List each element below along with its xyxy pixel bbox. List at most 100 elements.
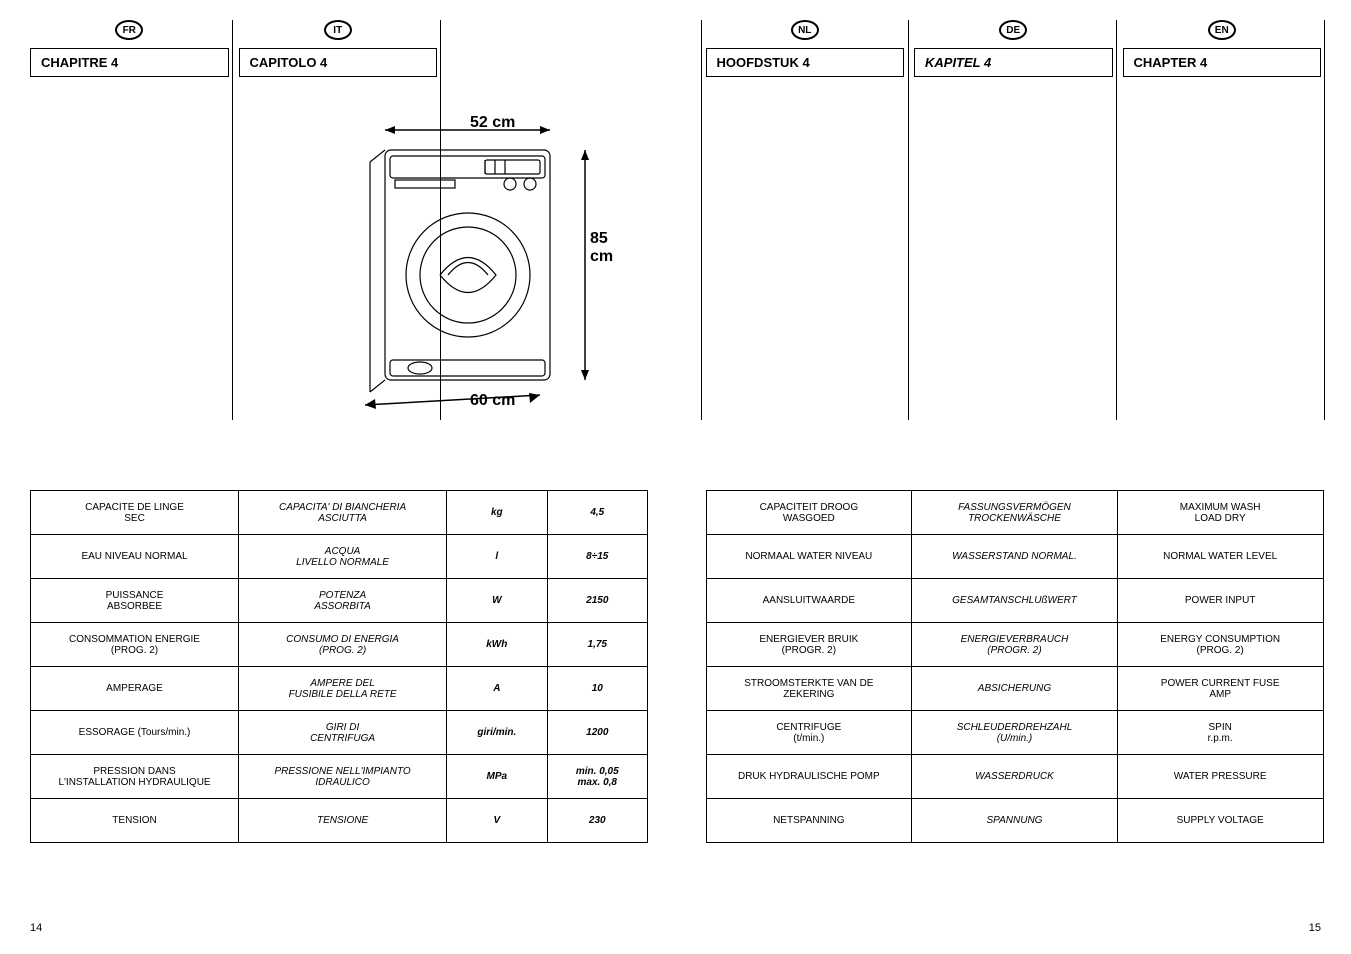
table-cell: ESSORAGE (Tours/min.) [31, 711, 239, 755]
lang-badge-de: DE [999, 20, 1027, 40]
lang-col-fr: FR CHAPITRE 4 [30, 20, 229, 80]
diagram-col [447, 20, 646, 80]
table-row: DRUK HYDRAULISCHE POMPWASSERDRUCKWATER P… [706, 755, 1323, 799]
table-cell: 8÷15 [547, 535, 647, 579]
chapter-box-nl: HOOFDSTUK 4 [706, 48, 905, 77]
table-cell: TENSIONE [239, 799, 447, 843]
table-cell: POWER CURRENT FUSEAMP [1117, 667, 1323, 711]
table-cell: SPANNUNG [912, 799, 1118, 843]
table-cell: CONSOMMATION ENERGIE(PROG. 2) [31, 623, 239, 667]
column-divider [701, 20, 702, 420]
language-header-row: NL HOOFDSTUK 4 DE KAPITEL 4 EN CHAPTER 4 [706, 20, 1322, 80]
table-cell: l [447, 535, 547, 579]
table-cell: GESAMTANSCHLUßWERT [912, 579, 1118, 623]
table-row: STROOMSTERKTE VAN DEZEKERINGABSICHERUNGP… [706, 667, 1323, 711]
table-cell: CENTRIFUGE(t/min.) [706, 711, 912, 755]
page-number-left: 14 [30, 922, 42, 934]
table-cell: CONSUMO DI ENERGIA(PROG. 2) [239, 623, 447, 667]
chapter-box-fr: CHAPITRE 4 [30, 48, 229, 77]
lang-col-en: EN CHAPTER 4 [1123, 20, 1322, 80]
table-cell: 2150 [547, 579, 647, 623]
table-cell: EAU NIVEAU NORMAL [31, 535, 239, 579]
table-cell: DRUK HYDRAULISCHE POMP [706, 755, 912, 799]
table-cell: A [447, 667, 547, 711]
specs-table-left: CAPACITE DE LINGESECCAPACITA' DI BIANCHE… [30, 490, 648, 843]
table-row: TENSIONTENSIONEV230 [31, 799, 648, 843]
table-cell: PRESSION DANSL'INSTALLATION HYDRAULIQUE [31, 755, 239, 799]
table-cell: kWh [447, 623, 547, 667]
table-row: ESSORAGE (Tours/min.)GIRI DICENTRIFUGAgi… [31, 711, 648, 755]
table-cell: SPINr.p.m. [1117, 711, 1323, 755]
table-cell: min. 0,05max. 0,8 [547, 755, 647, 799]
table-cell: 230 [547, 799, 647, 843]
table-row: CENTRIFUGE(t/min.)SCHLEUDERDREHZAHL(U/mi… [706, 711, 1323, 755]
table-cell: CAPACITA' DI BIANCHERIAASCIUTTA [239, 491, 447, 535]
table-row: AANSLUITWAARDEGESAMTANSCHLUßWERTPOWER IN… [706, 579, 1323, 623]
table-cell: V [447, 799, 547, 843]
dim-depth: 60 cm [470, 392, 515, 410]
table-cell: MPa [447, 755, 547, 799]
lang-col-it: IT CAPITOLO 4 [239, 20, 438, 80]
lang-badge-fr: FR [115, 20, 143, 40]
table-cell: ABSICHERUNG [912, 667, 1118, 711]
table-cell: POWER INPUT [1117, 579, 1323, 623]
table-row: NORMAAL WATER NIVEAUWASSERSTAND NORMAL.N… [706, 535, 1323, 579]
column-divider [1324, 20, 1325, 420]
table-cell: ENERGIEVER BRUIK(PROGR. 2) [706, 623, 912, 667]
chapter-box-it: CAPITOLO 4 [239, 48, 438, 77]
specs-table-right: CAPACITEIT DROOGWASGOEDFASSUNGSVERMÖGENT… [706, 490, 1324, 843]
table-cell: 4,5 [547, 491, 647, 535]
table-cell: 1200 [547, 711, 647, 755]
table-cell: SUPPLY VOLTAGE [1117, 799, 1323, 843]
table-cell: WATER PRESSURE [1117, 755, 1323, 799]
lang-badge-it: IT [324, 20, 352, 40]
table-row: ENERGIEVER BRUIK(PROGR. 2)ENERGIEVERBRAU… [706, 623, 1323, 667]
table-cell: giri/min. [447, 711, 547, 755]
machine-svg [340, 120, 620, 420]
table-row: EAU NIVEAU NORMALACQUALIVELLO NORMALEl8÷… [31, 535, 648, 579]
table-cell: kg [447, 491, 547, 535]
table-row: CAPACITE DE LINGESECCAPACITA' DI BIANCHE… [31, 491, 648, 535]
washing-machine-diagram: 52 cm 85 cm 60 cm [340, 120, 620, 420]
column-divider [232, 20, 233, 420]
table-cell: AMPERAGE [31, 667, 239, 711]
table-cell: NORMAL WATER LEVEL [1117, 535, 1323, 579]
table-row: PRESSION DANSL'INSTALLATION HYDRAULIQUEP… [31, 755, 648, 799]
table-cell: CAPACITE DE LINGESEC [31, 491, 239, 535]
table-cell: 10 [547, 667, 647, 711]
left-page: FR CHAPITRE 4 IT CAPITOLO 4 [0, 0, 676, 954]
table-cell: MAXIMUM WASHLOAD DRY [1117, 491, 1323, 535]
table-cell: 1,75 [547, 623, 647, 667]
table-cell: POTENZAASSORBITA [239, 579, 447, 623]
dim-height: 85 cm [590, 230, 620, 266]
chapter-box-en: CHAPTER 4 [1123, 48, 1322, 77]
table-row: AMPERAGEAMPERE DELFUSIBILE DELLA RETEA10 [31, 667, 648, 711]
table-cell: SCHLEUDERDREHZAHL(U/min.) [912, 711, 1118, 755]
table-row: NETSPANNINGSPANNUNGSUPPLY VOLTAGE [706, 799, 1323, 843]
dim-width: 52 cm [470, 114, 515, 132]
table-row: CONSOMMATION ENERGIE(PROG. 2)CONSUMO DI … [31, 623, 648, 667]
table-cell: STROOMSTERKTE VAN DEZEKERING [706, 667, 912, 711]
table-cell: ENERGY CONSUMPTION(PROG. 2) [1117, 623, 1323, 667]
lang-badge-nl: NL [791, 20, 819, 40]
table-cell: ACQUALIVELLO NORMALE [239, 535, 447, 579]
table-cell: GIRI DICENTRIFUGA [239, 711, 447, 755]
table-cell: TENSION [31, 799, 239, 843]
table-cell: PUISSANCEABSORBEE [31, 579, 239, 623]
column-divider [908, 20, 909, 420]
lang-col-de: DE KAPITEL 4 [914, 20, 1113, 80]
table-cell: CAPACITEIT DROOGWASGOED [706, 491, 912, 535]
page-number-right: 15 [1309, 922, 1321, 934]
table-cell: NORMAAL WATER NIVEAU [706, 535, 912, 579]
table-cell: FASSUNGSVERMÖGENTROCKENWÄSCHE [912, 491, 1118, 535]
table-cell: W [447, 579, 547, 623]
table-cell: AMPERE DELFUSIBILE DELLA RETE [239, 667, 447, 711]
table-row: PUISSANCEABSORBEEPOTENZAASSORBITAW2150 [31, 579, 648, 623]
table-cell: PRESSIONE NELL'IMPIANTOIDRAULICO [239, 755, 447, 799]
table-cell: WASSERDRUCK [912, 755, 1118, 799]
chapter-box-de: KAPITEL 4 [914, 48, 1113, 77]
language-header-row: FR CHAPITRE 4 IT CAPITOLO 4 [30, 20, 646, 80]
table-row: CAPACITEIT DROOGWASGOEDFASSUNGSVERMÖGENT… [706, 491, 1323, 535]
lang-col-nl: NL HOOFDSTUK 4 [706, 20, 905, 80]
table-cell: NETSPANNING [706, 799, 912, 843]
